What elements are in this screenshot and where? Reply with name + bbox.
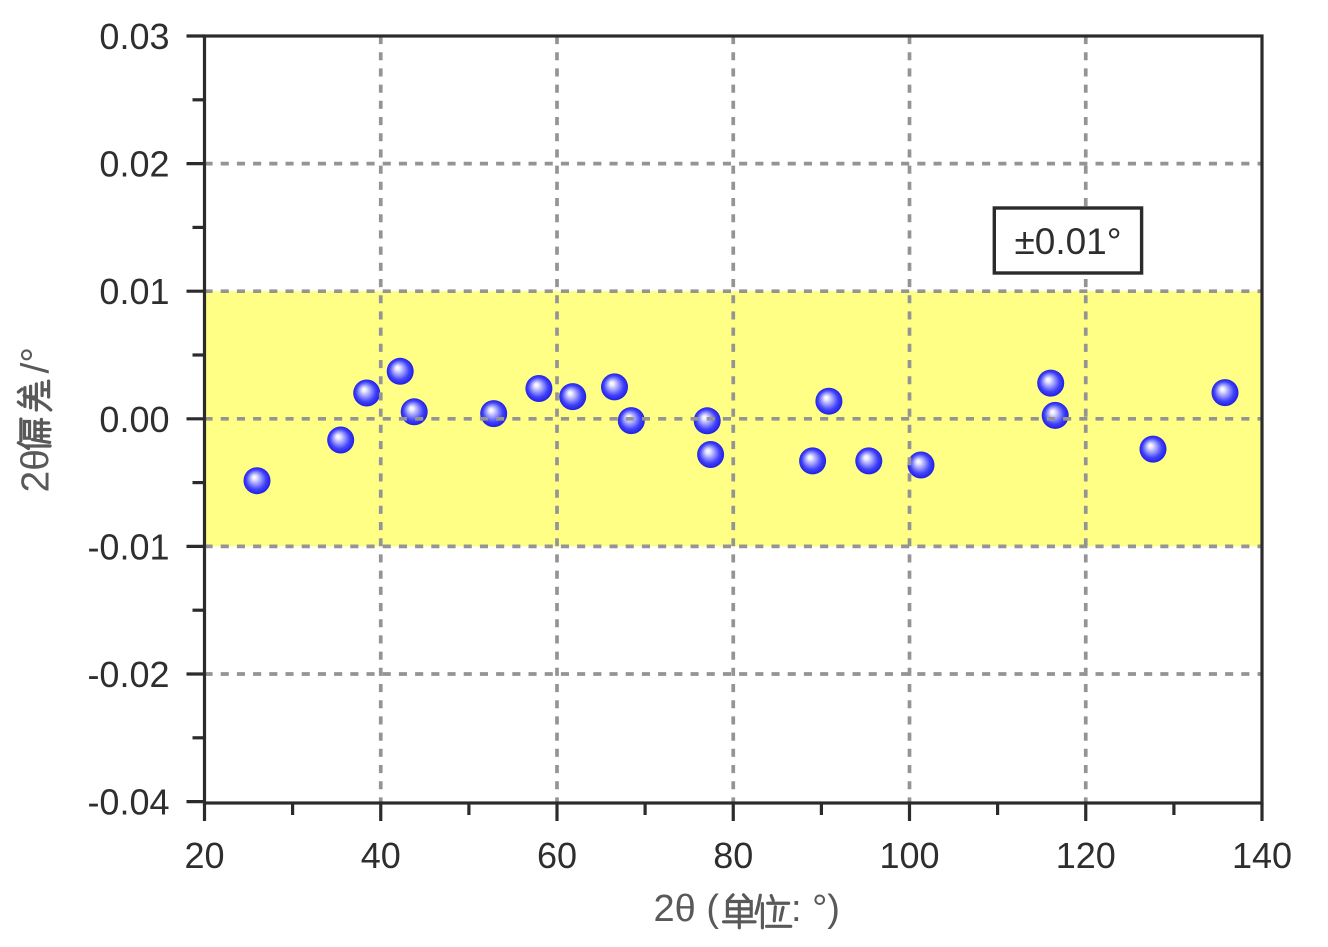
svg-text:20: 20 xyxy=(184,835,224,876)
svg-text:0.03: 0.03 xyxy=(99,16,169,57)
svg-text:40: 40 xyxy=(361,835,401,876)
svg-text:80: 80 xyxy=(713,835,753,876)
svg-text:2θ: 2θ xyxy=(15,449,58,492)
svg-text:-0.04: -0.04 xyxy=(87,782,169,823)
svg-text:0.00: 0.00 xyxy=(99,399,169,440)
svg-text:/°: /° xyxy=(15,347,58,373)
svg-text:120: 120 xyxy=(1056,835,1116,876)
svg-text:2θ (: 2θ ( xyxy=(654,888,720,930)
svg-text:140: 140 xyxy=(1232,835,1292,876)
svg-text:0.01: 0.01 xyxy=(99,271,169,312)
svg-text:: °): : °) xyxy=(791,888,840,930)
svg-text:±0.01°: ±0.01° xyxy=(1014,221,1121,262)
svg-text:0.02: 0.02 xyxy=(99,144,169,185)
svg-text:100: 100 xyxy=(879,835,939,876)
svg-text:-0.02: -0.02 xyxy=(87,654,169,695)
svg-text:-0.01: -0.01 xyxy=(87,526,169,567)
svg-text:60: 60 xyxy=(537,835,577,876)
